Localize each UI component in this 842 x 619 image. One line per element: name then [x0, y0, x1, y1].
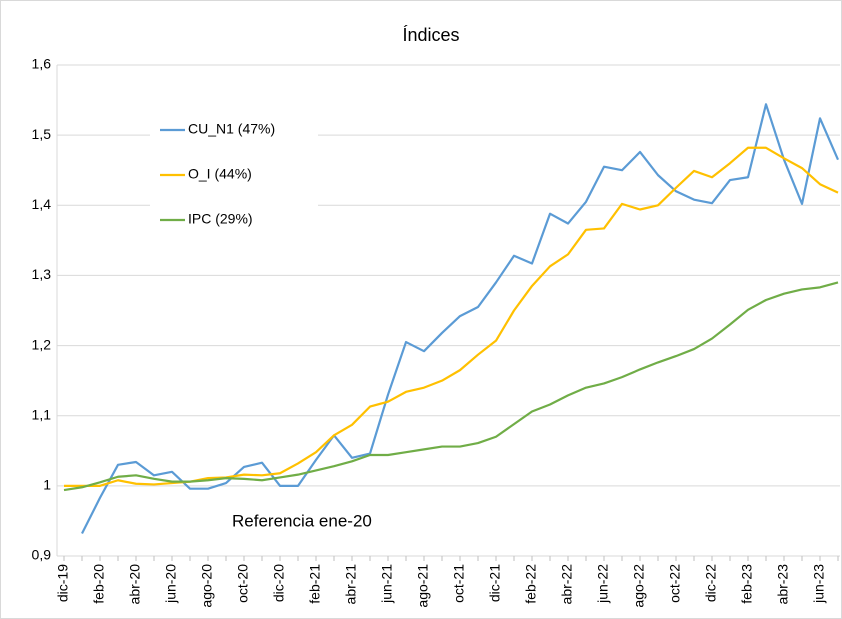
x-tick-label: jun-21 [379, 564, 395, 604]
x-tick-label: feb-21 [307, 564, 323, 604]
legend-label: IPC (29%) [188, 211, 253, 227]
x-tick-label: jun-20 [163, 564, 179, 604]
legend-label: CU_N1 (47%) [188, 121, 275, 137]
x-tick-label: dic-19 [55, 564, 71, 602]
y-tick-label: 1,3 [32, 266, 52, 282]
series-line [63, 281, 839, 492]
x-tick-label: oct-21 [451, 564, 467, 603]
x-tick-label: dic-22 [703, 564, 719, 602]
x-tick-label: oct-22 [667, 564, 683, 603]
x-tick-label: abr-23 [775, 564, 791, 605]
x-tick-label: ago-22 [631, 564, 647, 608]
x-tick-label: jun-23 [811, 564, 827, 604]
y-tick-label: 0,9 [32, 547, 52, 563]
y-tick-label: 1,5 [32, 126, 52, 142]
y-tick-label: 1,1 [32, 406, 52, 422]
x-tick-label: feb-23 [739, 564, 755, 604]
x-tick-label: jun-22 [595, 564, 611, 604]
y-tick-label: 1 [43, 477, 51, 493]
y-tick-label: 1,2 [32, 336, 52, 352]
x-tick-label: ago-21 [415, 564, 431, 608]
y-tick-label: 1,4 [32, 196, 52, 212]
x-tick-label: feb-20 [91, 564, 107, 604]
x-tick-label: abr-21 [343, 564, 359, 605]
x-tick-label: ago-20 [199, 564, 215, 608]
x-tick-label: dic-21 [487, 564, 503, 602]
x-tick-label: dic-20 [271, 564, 287, 602]
y-tick-label: 1,6 [32, 56, 52, 72]
annotation: Referencia ene-20 [232, 511, 372, 530]
x-tick-label: oct-20 [235, 564, 251, 603]
x-tick-label: abr-20 [127, 564, 143, 605]
series-line [81, 103, 840, 535]
x-tick-label: abr-22 [559, 564, 575, 605]
legend-label: O_I (44%) [188, 166, 252, 182]
x-tick-label: feb-22 [523, 564, 539, 604]
chart-title: Índices [402, 25, 459, 45]
